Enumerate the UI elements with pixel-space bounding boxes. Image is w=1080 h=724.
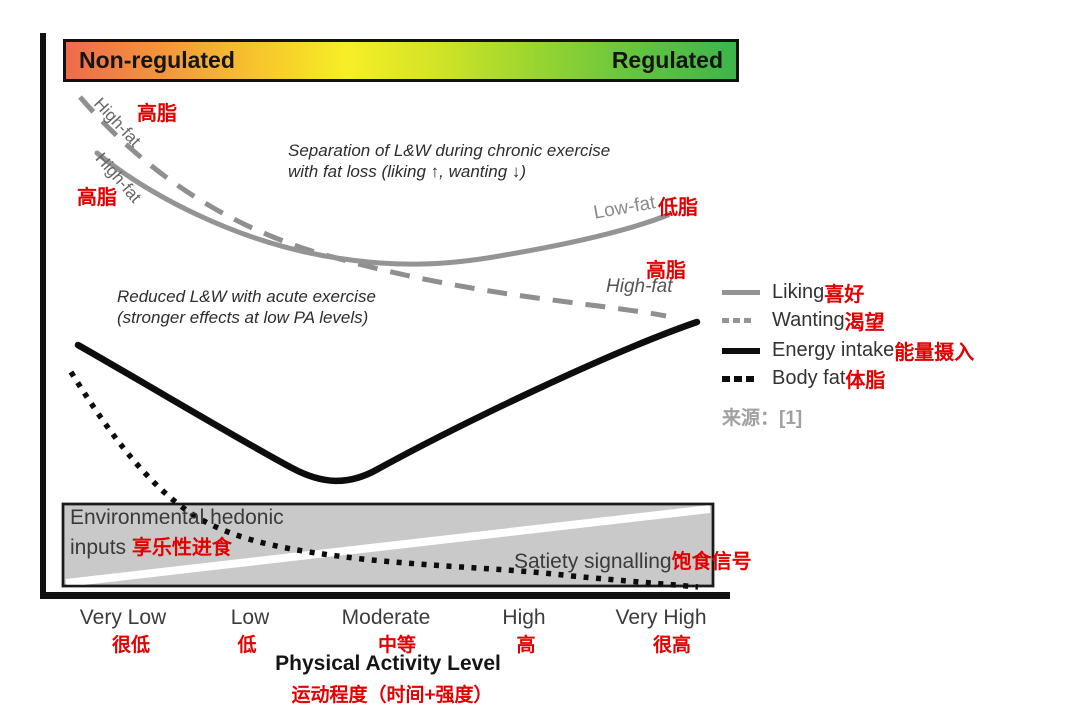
x-tick-very-low: Very Low xyxy=(79,606,167,629)
wanting-highfat-left-label-zh: 高脂 xyxy=(137,103,177,125)
legend-liking-label: Liking xyxy=(772,281,825,303)
legend-item-energy-intake: Energy intake 能量摄入 xyxy=(722,336,974,365)
liking-line-swatch xyxy=(722,290,762,295)
chronic-annotation-line2: with fat loss (liking ↑, wanting ↓) xyxy=(288,162,527,181)
x-tick-high-zh: 高 xyxy=(516,635,536,656)
chronic-exercise-annotation: Separation of L&W during chronic exercis… xyxy=(288,140,610,182)
legend-wanting-label: Wanting xyxy=(772,309,845,331)
regulation-gradient-bar: Non-regulated Regulated xyxy=(63,39,739,82)
legend-body-fat-label: Body fat xyxy=(772,367,846,389)
wanting-highfat-right-label: High-fat xyxy=(606,276,673,297)
body-fat-curve xyxy=(68,370,699,590)
wanting-highfat-right-label-zh: 高脂 xyxy=(646,260,686,282)
hedonic-inputs-zh: 享乐性进食 xyxy=(131,537,232,559)
x-tick-low-zh: 低 xyxy=(237,635,257,656)
satiety-signalling-label: Satiety signalling饱食信号 xyxy=(514,545,752,574)
x-axis-line xyxy=(40,592,730,599)
legend-item-liking: Liking 喜好 xyxy=(722,278,864,307)
source-citation: 来源：[1] xyxy=(722,408,803,429)
x-tick-low: Low xyxy=(230,606,270,629)
x-tick-moderate: Moderate xyxy=(341,606,431,629)
wanting-curve xyxy=(78,95,667,319)
legend-item-wanting: Wanting 渴望 xyxy=(722,306,885,335)
energy-intake-line-swatch xyxy=(722,347,762,354)
regulated-label: Regulated xyxy=(611,47,723,73)
legend-body-fat-label-zh: 体脂 xyxy=(845,370,886,392)
y-axis-line xyxy=(40,33,46,596)
non-regulated-label: Non-regulated xyxy=(79,47,235,73)
band-diagonal-divider xyxy=(65,505,711,587)
acute-annotation-line2: (stronger effects at low PA levels) xyxy=(117,308,369,327)
hedonic-inputs-label-line1: Environmental hedonic xyxy=(70,506,284,529)
acute-annotation-line1: Reduced L&W with acute exercise xyxy=(117,287,376,306)
x-tick-high: High xyxy=(502,606,546,629)
liking-highfat-left-label-zh: 高脂 xyxy=(77,187,117,209)
bottom-band-border xyxy=(61,502,715,588)
x-tick-very-high-zh: 很高 xyxy=(652,635,692,656)
legend-energy-intake-label: Energy intake xyxy=(772,339,895,361)
liking-curve xyxy=(94,150,671,267)
legend-energy-intake-label-zh: 能量摄入 xyxy=(894,342,975,364)
x-tick-very-low-zh: 很低 xyxy=(111,635,151,656)
legend-wanting-label-zh: 渴望 xyxy=(844,312,885,334)
liking-lowfat-right-label-zh: 低脂 xyxy=(658,197,698,219)
acute-exercise-annotation: Reduced L&W with acute exercise (stronge… xyxy=(117,286,376,328)
x-tick-very-high: Very High xyxy=(615,606,707,629)
wanting-line-swatch xyxy=(722,318,762,323)
legend-item-body-fat: Body fat 体脂 xyxy=(722,364,885,393)
hedonic-inputs-en: inputs xyxy=(70,536,132,559)
x-tick-moderate-zh: 中等 xyxy=(377,635,417,656)
legend-liking-label-zh: 喜好 xyxy=(824,284,865,306)
chronic-annotation-line1: Separation of L&W during chronic exercis… xyxy=(288,141,611,160)
satiety-signalling-en: Satiety signalling xyxy=(514,550,672,573)
x-axis-title-zh: 运动程度（时间+强度） xyxy=(291,685,493,706)
x-axis-title: Physical Activity Level xyxy=(275,652,501,675)
energy-intake-curve xyxy=(74,318,701,485)
body-fat-line-swatch xyxy=(722,375,762,382)
satiety-signalling-zh: 饱食信号 xyxy=(671,551,752,573)
hedonic-inputs-label-line2: inputs 享乐性进食 xyxy=(70,531,232,560)
